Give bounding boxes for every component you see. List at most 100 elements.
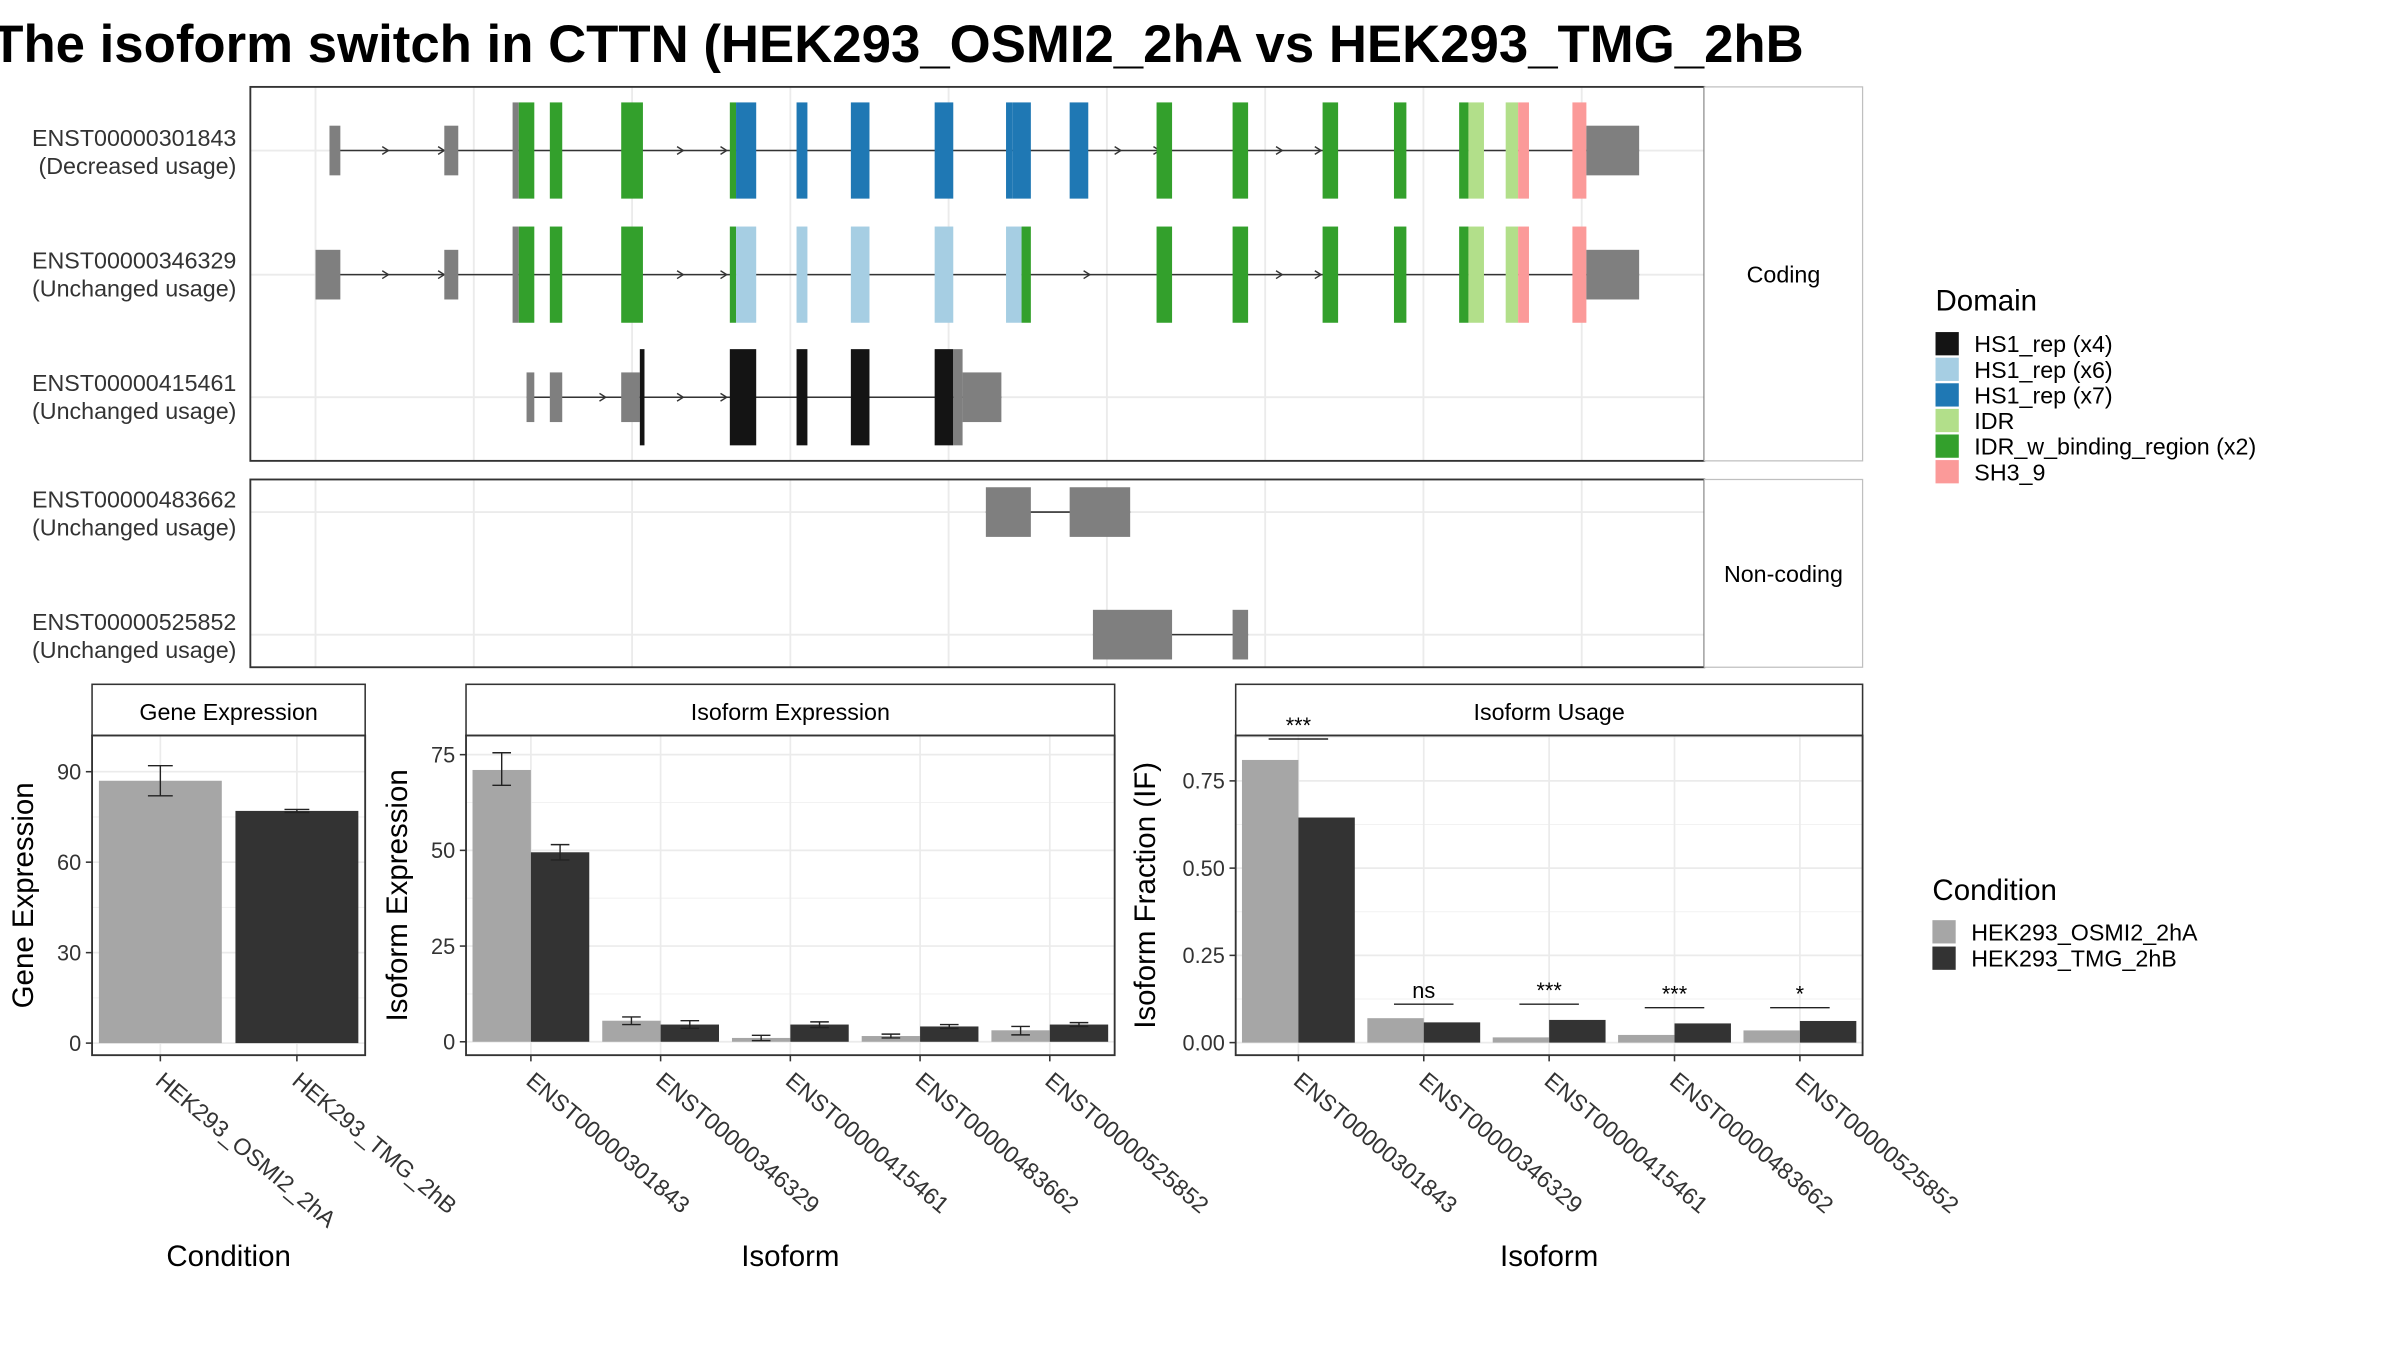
bar bbox=[1241, 759, 1299, 1043]
domain-exon bbox=[549, 226, 563, 323]
condition-legend-title: Condition bbox=[1932, 874, 2057, 907]
transcript-ENST00000346329 bbox=[315, 226, 1640, 323]
domain-exon bbox=[1393, 102, 1407, 199]
y-tick-label: 0.00 bbox=[1183, 1030, 1225, 1055]
strand-arrow bbox=[381, 146, 390, 155]
legend-item: HS1_rep (x7) bbox=[1935, 382, 2113, 408]
exon bbox=[315, 249, 341, 300]
domain-exon bbox=[1322, 226, 1339, 323]
legend-item: IDR bbox=[1935, 408, 2014, 434]
bar bbox=[1674, 1023, 1731, 1043]
bar bbox=[98, 780, 222, 1044]
coding-strip: Coding bbox=[1703, 86, 1864, 462]
domain-exon bbox=[1468, 226, 1484, 323]
y-tick-label: 50 bbox=[431, 838, 455, 863]
significance-label: *** bbox=[1286, 713, 1312, 738]
y-tick-label: 60 bbox=[57, 850, 81, 875]
y-tick-label: 0.25 bbox=[1183, 943, 1225, 968]
exon bbox=[1586, 249, 1640, 300]
transcript-structure-panel bbox=[249, 85, 1706, 669]
x-axis-title: Isoform bbox=[1500, 1240, 1598, 1273]
strand-arrow bbox=[1114, 146, 1123, 155]
y-tick-label: 30 bbox=[57, 940, 81, 965]
bar bbox=[660, 1024, 719, 1042]
isoform-labels: ENST00000301843 (Decreased usage) ENST00… bbox=[32, 125, 236, 663]
y-tick-label: 25 bbox=[431, 934, 455, 959]
bar bbox=[920, 1026, 979, 1042]
strand-arrow bbox=[1314, 146, 1323, 155]
isoform-usage-label: (Unchanged usage) bbox=[32, 637, 236, 663]
strand-arrow bbox=[676, 270, 685, 280]
legend-swatch bbox=[1932, 920, 1956, 944]
exon bbox=[953, 349, 963, 446]
significance-label: * bbox=[1796, 982, 1805, 1007]
y-axis-title: Isoform Expression bbox=[381, 769, 414, 1021]
bar bbox=[472, 769, 531, 1042]
domain-exon bbox=[1021, 226, 1031, 323]
y-tick-label: 0.50 bbox=[1183, 856, 1225, 881]
y-tick-label: 75 bbox=[431, 742, 455, 767]
domain-legend-title: Domain bbox=[1936, 284, 2038, 317]
isoform-id-label: ENST00000525852 bbox=[32, 609, 236, 635]
legend-label: HEK293_OSMI2_2hA bbox=[1971, 919, 2198, 945]
exon bbox=[329, 125, 341, 176]
legend-label: SH3_9 bbox=[1974, 459, 2045, 485]
domain-exon bbox=[736, 102, 757, 199]
chart-strip bbox=[91, 683, 366, 737]
legend-swatch bbox=[1935, 460, 1959, 484]
legend-label: HS1_rep (x4) bbox=[1974, 331, 2112, 357]
x-axis-title: Condition bbox=[166, 1240, 291, 1273]
x-axis-title: Isoform bbox=[741, 1240, 839, 1273]
y-tick-label: 90 bbox=[57, 759, 81, 784]
bar bbox=[861, 1036, 921, 1042]
legend-label: HS1_rep (x6) bbox=[1974, 357, 2112, 383]
domain-exon bbox=[621, 102, 643, 199]
strand-arrow bbox=[676, 392, 685, 402]
domain-exon bbox=[729, 349, 757, 446]
bar bbox=[235, 810, 359, 1044]
domain-exon bbox=[729, 226, 737, 323]
isoform-usage-label: (Decreased usage) bbox=[39, 153, 237, 179]
domain-exon bbox=[796, 226, 808, 323]
domain-exon bbox=[1505, 226, 1519, 323]
domain-exon bbox=[1468, 102, 1484, 199]
domain-exon bbox=[1505, 102, 1519, 199]
bar bbox=[1298, 817, 1355, 1043]
bar bbox=[530, 852, 590, 1042]
domain-exon bbox=[1572, 226, 1587, 323]
legend-swatch bbox=[1932, 946, 1956, 970]
isoform-id-label: ENST00000301843 bbox=[32, 125, 236, 151]
coding-strip-label: Coding bbox=[1747, 261, 1821, 287]
exon bbox=[1092, 609, 1173, 660]
transcript-ENST00000483662 bbox=[985, 487, 1131, 537]
bar bbox=[1549, 1019, 1606, 1043]
noncoding-strip: Non-coding bbox=[1703, 478, 1864, 668]
domain-exon bbox=[850, 226, 870, 323]
bar bbox=[1618, 1034, 1675, 1043]
expression-charts: Gene Expression0306090HEK293_OSMI2_2hAHE… bbox=[7, 683, 1964, 1273]
significance-label: ns bbox=[1412, 978, 1435, 1003]
domain-exon bbox=[621, 226, 643, 323]
transcript-ENST00000415461 bbox=[526, 349, 1002, 446]
domain-exon bbox=[1069, 102, 1089, 199]
legend-swatch bbox=[1935, 357, 1959, 381]
domain-exon bbox=[1012, 102, 1031, 199]
strand-arrow bbox=[720, 270, 729, 280]
domain-exon bbox=[1006, 226, 1022, 323]
bar bbox=[1743, 1030, 1800, 1043]
domain-exon bbox=[1518, 226, 1529, 323]
chart-gene-expression: Gene Expression0306090HEK293_OSMI2_2hAHE… bbox=[7, 683, 462, 1273]
legend-item: HEK293_OSMI2_2hA bbox=[1932, 919, 2198, 945]
domain-exon bbox=[850, 102, 870, 199]
domain-exon bbox=[1572, 102, 1587, 199]
exon bbox=[1586, 125, 1640, 176]
strand-arrow bbox=[1083, 270, 1092, 280]
strand-arrow bbox=[381, 270, 390, 280]
legend-item: HS1_rep (x6) bbox=[1935, 357, 2113, 383]
bar bbox=[1799, 1020, 1857, 1043]
domain-exon bbox=[1393, 226, 1407, 323]
legend-swatch bbox=[1935, 434, 1959, 458]
y-tick-label: 0 bbox=[69, 1031, 81, 1056]
bar bbox=[991, 1030, 1050, 1042]
